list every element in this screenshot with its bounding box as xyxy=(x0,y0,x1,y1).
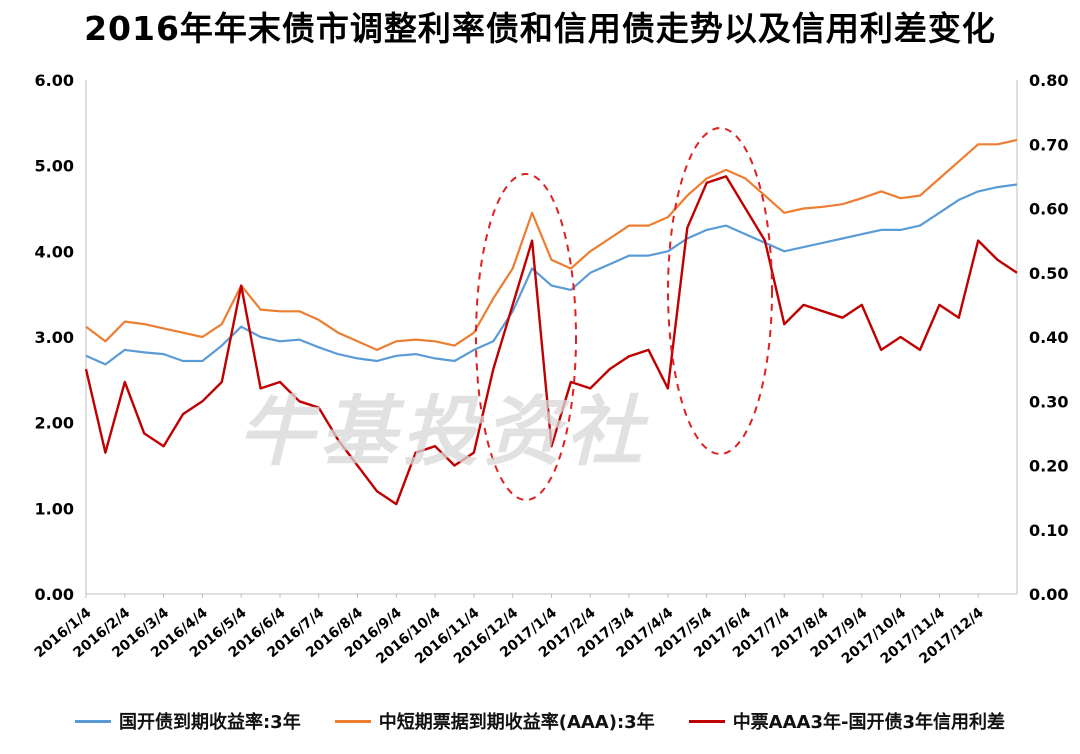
y-left-tick-label: 2.00 xyxy=(35,414,74,433)
legend-label-spread: 中票AAA3年-国开债3年信用利差 xyxy=(732,712,1005,733)
legend-item-cdb: 国开债到期收益率:3年 xyxy=(74,708,301,734)
highlight-ellipse-2016-dec xyxy=(475,173,577,501)
series-line-3 xyxy=(84,175,1018,506)
legend-swatch-cdb xyxy=(74,719,111,723)
highlight-ellipse-2017-may xyxy=(667,127,773,455)
y-right-tick-label: 0.50 xyxy=(1029,264,1068,283)
legend: 国开债到期收益率:3年 中短期票据到期收益率(AAA):3年 中票AAA3年-国… xyxy=(0,708,1080,734)
y-right-tick-label: 0.00 xyxy=(1029,585,1068,604)
y-left-tick-label: 1.00 xyxy=(35,499,74,518)
chart-title: 2016年年末债市调整利率债和信用债走势以及信用利差变化 xyxy=(84,9,996,48)
y-left-tick-label: 4.00 xyxy=(35,242,74,261)
y-right-tick-label: 0.70 xyxy=(1029,135,1068,154)
y-right-tick-label: 0.20 xyxy=(1029,457,1068,476)
y-right-tick-label: 0.10 xyxy=(1029,521,1068,540)
legend-swatch-spread xyxy=(688,719,725,723)
series-line-2 xyxy=(85,138,1018,351)
y-left-tick-label: 3.00 xyxy=(35,328,74,347)
y-left-tick-label: 6.00 xyxy=(35,71,74,90)
y-left-tick-label: 5.00 xyxy=(35,157,74,176)
y-right-tick-label: 0.40 xyxy=(1029,328,1068,347)
legend-swatch-mtn xyxy=(334,719,371,723)
y-left-tick-label: 0.00 xyxy=(35,585,74,604)
series-line-1 xyxy=(85,183,1018,366)
legend-label-cdb: 国开债到期收益率:3年 xyxy=(118,712,301,733)
y-right-tick-label: 0.60 xyxy=(1029,200,1068,219)
y-right-tick-label: 0.80 xyxy=(1029,71,1068,90)
y-right-tick-label: 0.30 xyxy=(1029,392,1068,411)
legend-item-mtn: 中短期票据到期收益率(AAA):3年 xyxy=(334,708,655,734)
watermark-text: 牛基投资社 xyxy=(238,387,648,476)
legend-label-mtn: 中短期票据到期收益率(AAA):3年 xyxy=(378,712,655,733)
legend-item-spread: 中票AAA3年-国开债3年信用利差 xyxy=(688,708,1005,734)
